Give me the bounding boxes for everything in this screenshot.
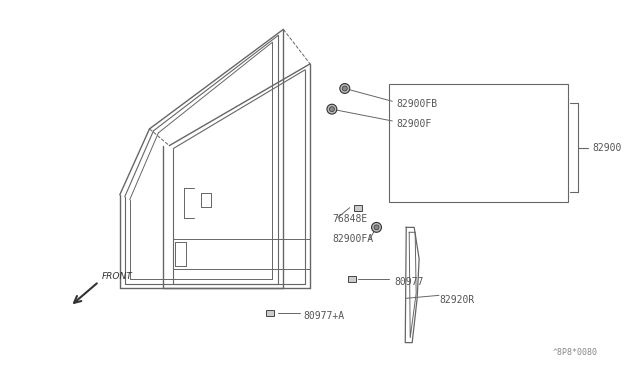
Bar (348, 276, 356, 282)
Text: FRONT: FRONT (102, 272, 132, 280)
Text: 80977: 80977 (394, 276, 424, 286)
Bar (266, 310, 275, 316)
Text: ^8P8*0080: ^8P8*0080 (553, 349, 598, 357)
Bar (354, 205, 362, 211)
Circle shape (330, 107, 334, 112)
Text: 76848E: 76848E (332, 215, 367, 224)
Circle shape (372, 222, 381, 232)
Text: 80977+A: 80977+A (303, 311, 344, 321)
Text: 82900FB: 82900FB (396, 99, 438, 109)
Bar (389, 84, 568, 202)
Circle shape (374, 225, 379, 230)
Circle shape (342, 86, 348, 91)
Circle shape (327, 104, 337, 114)
Text: 82900: 82900 (593, 142, 622, 153)
Text: 82900F: 82900F (396, 119, 431, 129)
Text: 82900FA: 82900FA (332, 234, 373, 244)
Circle shape (340, 84, 349, 93)
Text: 82920R: 82920R (439, 295, 474, 305)
